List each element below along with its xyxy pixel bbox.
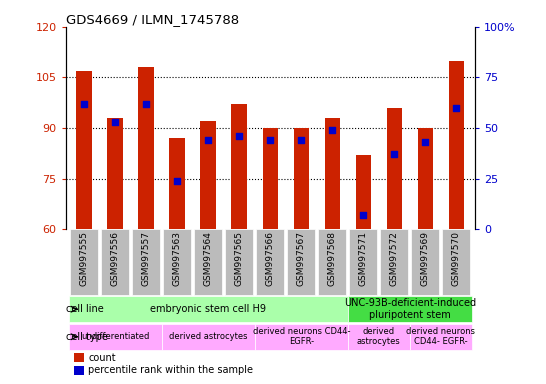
Point	[359, 212, 367, 218]
Point	[266, 137, 275, 143]
FancyBboxPatch shape	[162, 324, 255, 350]
Bar	[418, 128, 433, 229]
Point	[297, 137, 306, 143]
Text: derived
astrocytes: derived astrocytes	[357, 327, 401, 346]
Bar	[449, 61, 464, 229]
Bar	[74, 366, 84, 375]
FancyBboxPatch shape	[70, 229, 98, 295]
FancyBboxPatch shape	[318, 229, 346, 295]
Point	[452, 105, 461, 111]
FancyBboxPatch shape	[163, 229, 191, 295]
FancyBboxPatch shape	[412, 229, 440, 295]
Text: GSM997565: GSM997565	[235, 231, 244, 286]
Text: embryonic stem cell H9: embryonic stem cell H9	[150, 304, 266, 314]
FancyBboxPatch shape	[349, 229, 377, 295]
FancyBboxPatch shape	[255, 324, 348, 350]
FancyBboxPatch shape	[101, 229, 129, 295]
Point	[328, 127, 337, 133]
Bar	[294, 128, 309, 229]
Point	[80, 101, 88, 107]
FancyBboxPatch shape	[256, 229, 284, 295]
Bar	[324, 118, 340, 229]
Text: UNC-93B-deficient-induced
pluripotent stem: UNC-93B-deficient-induced pluripotent st…	[344, 298, 476, 320]
Point	[421, 139, 430, 145]
Text: GSM997572: GSM997572	[390, 231, 399, 286]
Text: percentile rank within the sample: percentile rank within the sample	[88, 366, 253, 376]
Point	[142, 101, 151, 107]
Bar	[232, 104, 247, 229]
Text: derived neurons CD44-
EGFR-: derived neurons CD44- EGFR-	[253, 327, 350, 346]
Text: derived astrocytes: derived astrocytes	[169, 332, 247, 341]
Text: GSM997556: GSM997556	[111, 231, 120, 286]
Bar	[74, 353, 84, 362]
FancyBboxPatch shape	[287, 229, 315, 295]
Text: derived neurons
CD44- EGFR-: derived neurons CD44- EGFR-	[406, 327, 476, 346]
Bar	[169, 138, 185, 229]
FancyBboxPatch shape	[194, 229, 222, 295]
Text: GSM997569: GSM997569	[421, 231, 430, 286]
Point	[173, 177, 182, 184]
Point	[390, 151, 399, 157]
Text: GSM997570: GSM997570	[452, 231, 461, 286]
Text: GSM997571: GSM997571	[359, 231, 368, 286]
Point	[204, 137, 212, 143]
Point	[111, 119, 120, 125]
FancyBboxPatch shape	[348, 296, 472, 323]
Text: GSM997564: GSM997564	[204, 231, 213, 286]
FancyBboxPatch shape	[442, 229, 470, 295]
Text: GSM997557: GSM997557	[141, 231, 151, 286]
Bar	[387, 108, 402, 229]
Point	[235, 133, 244, 139]
Text: GSM997566: GSM997566	[266, 231, 275, 286]
Text: GDS4669 / ILMN_1745788: GDS4669 / ILMN_1745788	[66, 13, 239, 26]
FancyBboxPatch shape	[348, 324, 410, 350]
Text: GSM997567: GSM997567	[297, 231, 306, 286]
Bar	[200, 121, 216, 229]
Text: undifferentiated: undifferentiated	[81, 332, 150, 341]
FancyBboxPatch shape	[132, 229, 160, 295]
Text: cell line: cell line	[66, 304, 104, 314]
Text: GSM997568: GSM997568	[328, 231, 337, 286]
Text: GSM997563: GSM997563	[173, 231, 182, 286]
FancyBboxPatch shape	[225, 229, 253, 295]
Text: GSM997555: GSM997555	[80, 231, 88, 286]
Bar	[263, 128, 278, 229]
FancyBboxPatch shape	[410, 324, 472, 350]
Text: count: count	[88, 353, 116, 362]
FancyBboxPatch shape	[69, 324, 162, 350]
Bar	[108, 118, 123, 229]
FancyBboxPatch shape	[69, 296, 348, 323]
Bar	[355, 155, 371, 229]
Text: cell type: cell type	[66, 332, 108, 342]
FancyBboxPatch shape	[381, 229, 408, 295]
Bar	[76, 71, 92, 229]
Bar	[139, 67, 154, 229]
